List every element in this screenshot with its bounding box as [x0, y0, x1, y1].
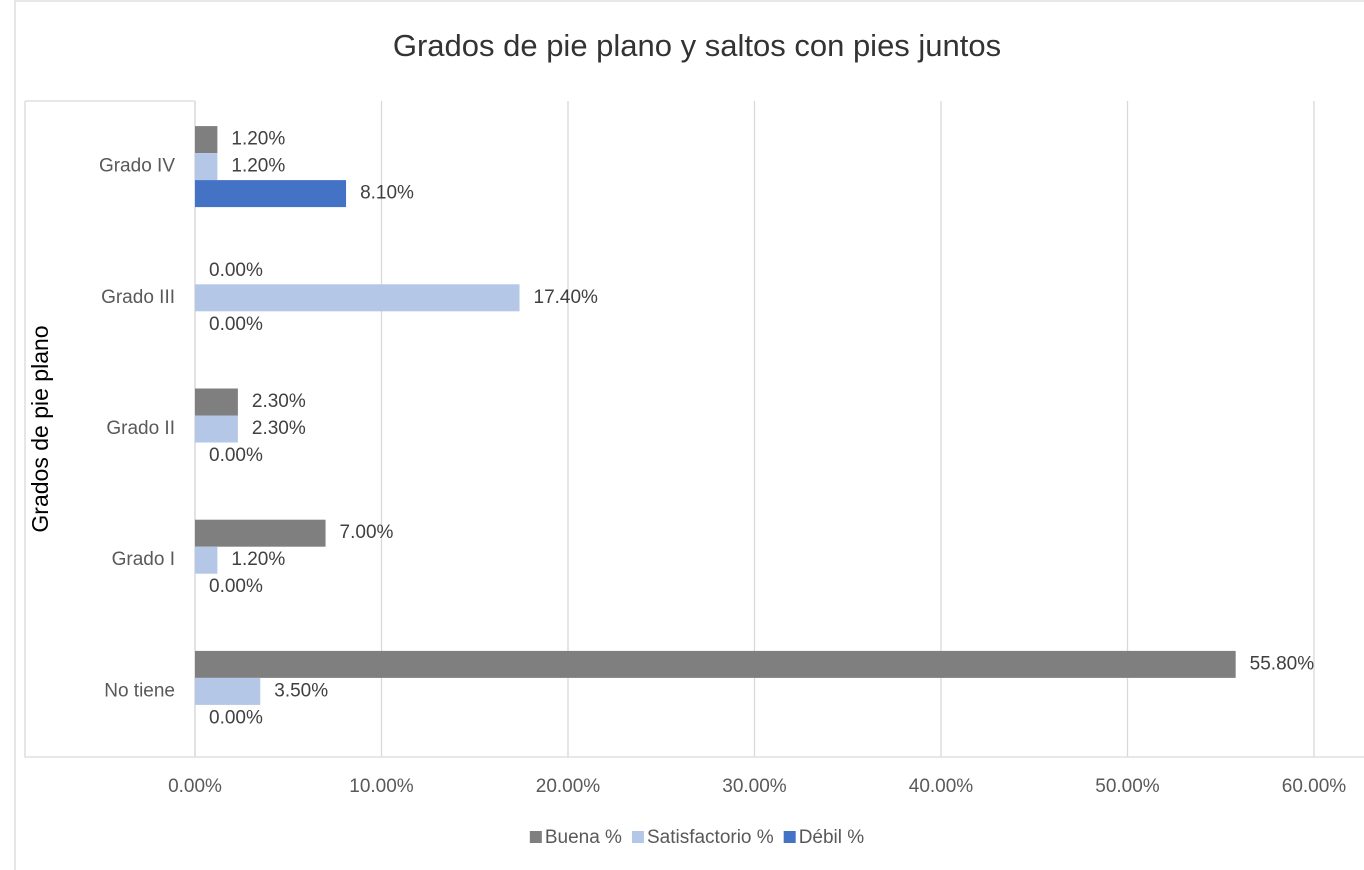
- legend-swatch: [783, 831, 796, 843]
- bar: [195, 153, 218, 181]
- y-tick-label: Grado II: [106, 418, 175, 439]
- x-tick-label: 10.00%: [349, 776, 414, 797]
- x-tick-label: 30.00%: [722, 776, 787, 797]
- bar: [195, 650, 1236, 678]
- x-tick-label: 40.00%: [909, 776, 974, 797]
- data-label: 17.40%: [534, 287, 599, 308]
- data-label: 0.00%: [209, 576, 263, 597]
- bar: [195, 415, 238, 443]
- chart-title: Grados de pie plano y saltos con pies ju…: [393, 28, 1001, 63]
- legend-label: Buena %: [545, 827, 622, 848]
- data-label: 0.00%: [209, 260, 263, 281]
- axis-frame: [24, 100, 1364, 758]
- bar: [195, 284, 520, 312]
- x-tick-label: 20.00%: [536, 776, 601, 797]
- y-tick-label: No tiene: [104, 680, 175, 701]
- data-label: 7.00%: [340, 522, 394, 543]
- data-label: 1.20%: [231, 156, 285, 177]
- data-label: 3.50%: [274, 680, 328, 701]
- bar: [195, 126, 218, 154]
- legend-swatch: [631, 831, 644, 843]
- data-label: 1.20%: [231, 129, 285, 150]
- data-label: 55.80%: [1250, 653, 1315, 674]
- bar: [195, 546, 218, 574]
- x-tick-label: 50.00%: [1095, 776, 1160, 797]
- y-tick-label: Grado I: [112, 549, 175, 570]
- data-label: 0.00%: [209, 707, 263, 728]
- data-label: 0.00%: [209, 314, 263, 335]
- x-tick-label: 0.00%: [168, 776, 222, 797]
- y-tick-label: Grado IV: [99, 156, 175, 177]
- bar: [195, 180, 347, 208]
- bar: [195, 519, 326, 547]
- y-axis-title: Grados de pie plano: [27, 325, 53, 532]
- legend-label: Débil %: [799, 827, 865, 848]
- bar: [195, 677, 261, 705]
- legend-label: Satisfactorio %: [647, 827, 774, 848]
- x-tick-label: 60.00%: [1282, 776, 1347, 797]
- data-label: 2.30%: [252, 418, 306, 439]
- chart-border: [14, 0, 1364, 870]
- data-label: 0.00%: [209, 445, 263, 466]
- data-label: 1.20%: [231, 549, 285, 570]
- legend-swatch: [529, 831, 542, 843]
- data-label: 2.30%: [252, 391, 306, 412]
- data-label: 8.10%: [360, 183, 414, 204]
- y-tick-label: Grado III: [101, 287, 175, 308]
- bar: [195, 388, 238, 416]
